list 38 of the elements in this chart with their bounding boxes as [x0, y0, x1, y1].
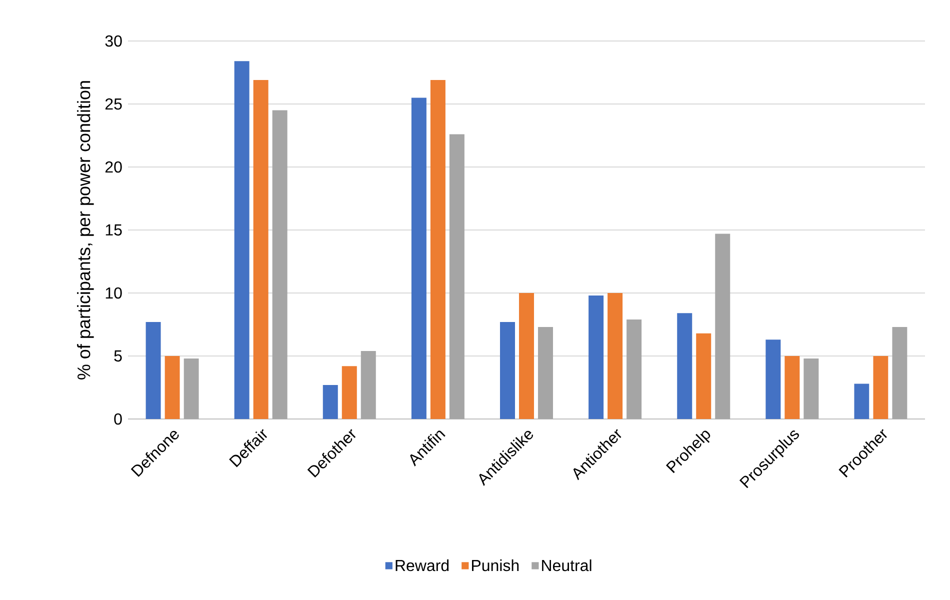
bar — [449, 134, 464, 419]
y-tick-label: 15 — [106, 224, 122, 236]
bar — [234, 61, 250, 419]
bar — [164, 356, 180, 419]
bar — [411, 98, 426, 419]
y-tick-label: 5 — [114, 350, 122, 362]
bar — [766, 340, 781, 419]
legend-label: Neutral — [542, 559, 592, 572]
bar — [784, 356, 800, 419]
legend-label: Punish — [472, 559, 519, 572]
bar — [272, 110, 288, 419]
bar — [430, 80, 446, 419]
y-tick-label: 25 — [105, 98, 122, 110]
legend-label: Reward — [396, 559, 449, 572]
bar — [342, 366, 357, 419]
bar — [588, 296, 604, 419]
bar — [184, 358, 199, 419]
bar — [322, 384, 338, 419]
bar — [854, 384, 870, 419]
bar — [608, 293, 623, 419]
bar — [873, 356, 888, 419]
bar — [519, 293, 534, 419]
bar — [715, 234, 730, 419]
y-axis-title: % of participants, per power condition — [77, 81, 94, 380]
bar — [804, 358, 819, 419]
bar — [500, 322, 515, 419]
bar — [146, 322, 161, 419]
y-tick-label: 20 — [105, 161, 122, 173]
bar — [253, 80, 268, 419]
bar — [696, 333, 712, 419]
y-tick-label: 0 — [114, 413, 122, 425]
bar — [892, 327, 908, 419]
bar — [360, 350, 376, 419]
y-tick-label: 10 — [106, 287, 122, 299]
y-tick-label: 30 — [105, 35, 122, 47]
bar — [677, 313, 692, 419]
bar — [538, 327, 553, 419]
bar — [626, 319, 642, 419]
